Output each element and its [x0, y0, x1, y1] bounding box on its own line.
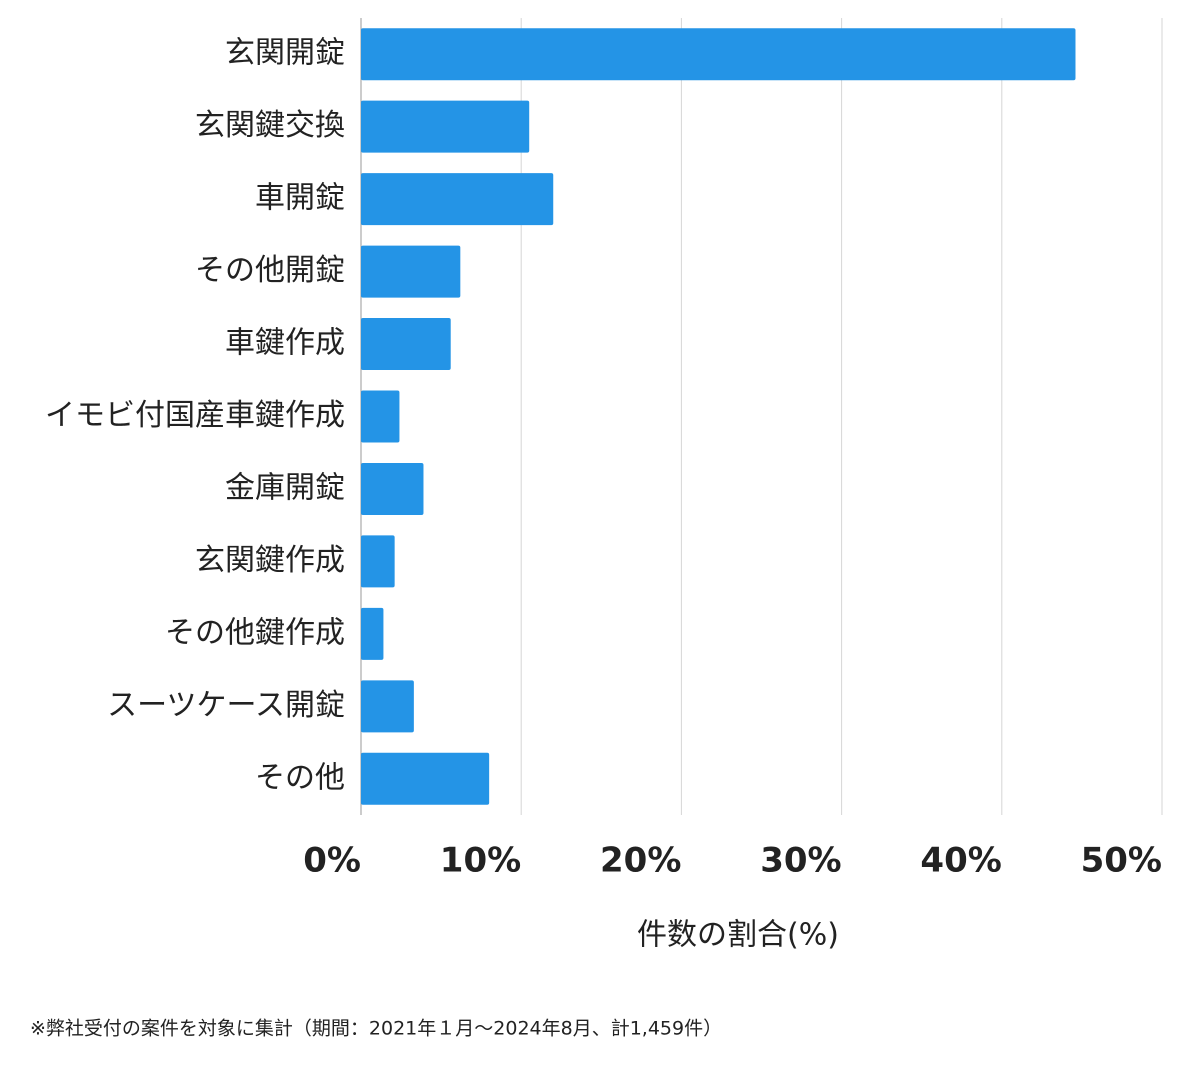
y-tick-label: その他 — [255, 760, 345, 795]
x-tick-label: 20% — [600, 841, 681, 881]
y-tick-label: その他開錠 — [195, 253, 345, 288]
y-tick-label: 車鍵作成 — [225, 326, 345, 361]
bar — [361, 607, 384, 660]
y-tick-label: 玄関鍵交換 — [195, 108, 345, 143]
y-tick-label: 車開錠 — [255, 181, 345, 216]
y-tick-label: スーツケース開錠 — [107, 688, 345, 723]
y-tick-label: 金庫開錠 — [225, 470, 345, 505]
bar — [361, 462, 424, 515]
bar — [361, 318, 451, 371]
bar — [361, 680, 414, 733]
y-tick-label: 玄関開錠 — [225, 36, 345, 71]
bar — [361, 245, 461, 298]
bar — [361, 173, 554, 226]
y-tick-label: 玄関鍵作成 — [195, 543, 345, 578]
x-tick-label: 50% — [1081, 841, 1162, 881]
x-tick-label: 0% — [303, 841, 361, 881]
x-axis-label: 件数の割合(%) — [637, 918, 839, 953]
bar — [361, 28, 1076, 81]
x-tick-label: 40% — [920, 841, 1001, 881]
x-tick-label: 10% — [440, 841, 521, 881]
bar — [361, 752, 490, 805]
y-tick-label: その他鍵作成 — [165, 615, 345, 650]
x-tick-label: 30% — [760, 841, 841, 881]
bar — [361, 535, 395, 588]
bar — [361, 390, 400, 443]
bar — [361, 100, 530, 153]
footnote: ※弊社受付の案件を対象に集計（期間：2021年１月〜2024年8月、計1,459… — [30, 1018, 722, 1040]
y-tick-label: イモビ付国産車鍵作成 — [45, 398, 345, 433]
